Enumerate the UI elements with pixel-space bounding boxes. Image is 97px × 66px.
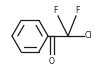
Text: F: F bbox=[53, 6, 57, 15]
Text: Cl: Cl bbox=[85, 31, 93, 41]
Text: F: F bbox=[75, 6, 79, 15]
Text: O: O bbox=[49, 57, 55, 66]
